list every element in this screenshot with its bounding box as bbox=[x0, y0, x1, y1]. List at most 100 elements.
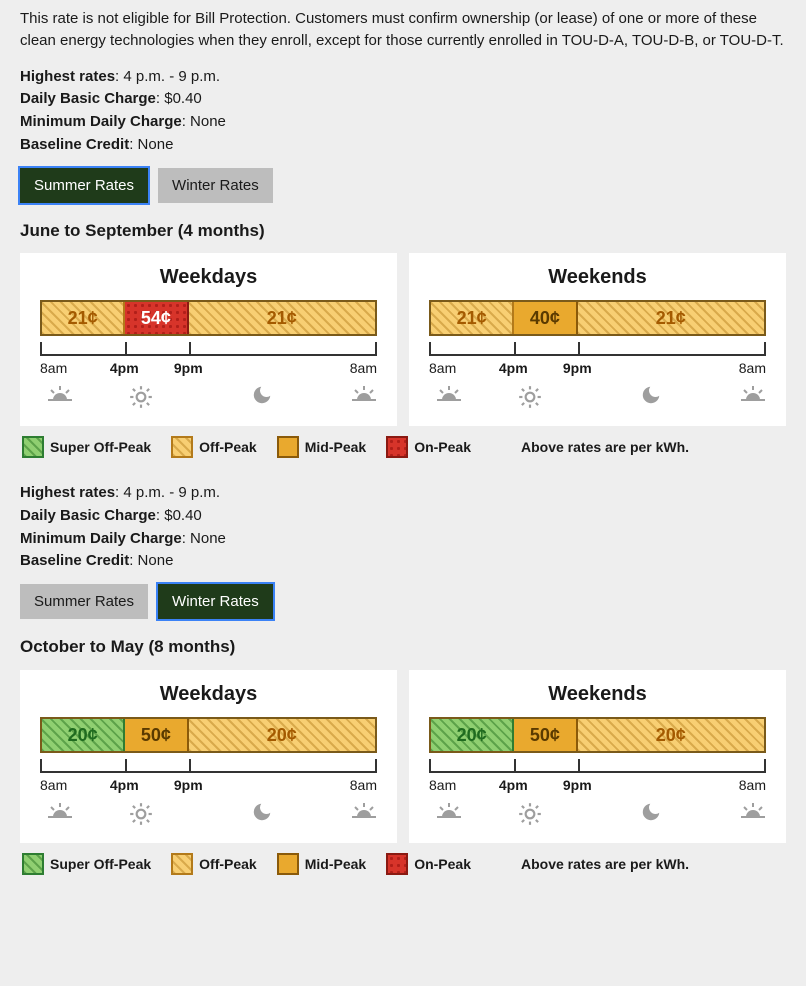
swatch-on-peak bbox=[386, 853, 408, 875]
sun-icon bbox=[128, 801, 154, 827]
legend-on-peak: On-Peak bbox=[386, 436, 471, 458]
panel-weekdays: Weekdays 20¢50¢20¢ 8am 4pm 9pm 8am bbox=[20, 670, 397, 843]
axis-label: 8am bbox=[350, 358, 377, 378]
period-title: June to September (4 months) bbox=[20, 219, 786, 244]
rate-segment-mid: 50¢ bbox=[125, 719, 188, 751]
axis-label: 8am bbox=[429, 775, 456, 795]
time-axis bbox=[429, 342, 766, 356]
sunrise-icon bbox=[350, 384, 378, 406]
daypart-icons bbox=[429, 801, 766, 829]
axis-labels: 8am4pm9pm8am bbox=[40, 358, 377, 380]
sunrise-icon bbox=[435, 384, 463, 406]
sun-icon bbox=[128, 384, 154, 410]
rate-bar: 20¢50¢20¢ bbox=[40, 717, 377, 753]
legend-off-peak: Off-Peak bbox=[171, 436, 257, 458]
rate-segment-off: 20¢ bbox=[189, 719, 375, 751]
period-title: October to May (8 months) bbox=[20, 635, 786, 660]
rate-segment-on: 54¢ bbox=[125, 302, 188, 334]
daypart-icons bbox=[40, 801, 377, 829]
swatch-off-peak bbox=[171, 436, 193, 458]
legend-off-peak: Off-Peak bbox=[171, 853, 257, 875]
swatch-super-off-peak bbox=[22, 436, 44, 458]
sunrise-icon bbox=[350, 801, 378, 823]
rate-panels: Weekdays 20¢50¢20¢ 8am4pm9pm8am Weekends… bbox=[20, 670, 786, 843]
axis-labels: 8am 4pm 9pm 8am bbox=[40, 775, 377, 797]
rate-segment-off: 21¢ bbox=[189, 302, 375, 334]
panel-title: Weekends bbox=[427, 263, 768, 292]
rate-segment-off: 21¢ bbox=[42, 302, 125, 334]
legend-on-peak: On-Peak bbox=[386, 853, 471, 875]
axis-labels: 8am 4pm 9pm 8am bbox=[429, 358, 766, 380]
moon-icon bbox=[640, 384, 662, 406]
swatch-mid-peak bbox=[277, 853, 299, 875]
panel-title: Weekdays bbox=[38, 680, 379, 709]
sunrise-icon bbox=[435, 801, 463, 823]
daypart-icons bbox=[429, 384, 766, 412]
legend: Super Off-Peak Off-Peak Mid-Peak On-Peak… bbox=[22, 436, 784, 458]
rate-segment-mid: 50¢ bbox=[514, 719, 577, 751]
axis-label: 4pm bbox=[499, 358, 528, 378]
season-tabs: Summer Rates Winter Rates bbox=[20, 168, 786, 203]
rate-facts: Highest rates: 4 p.m. - 9 p.m. Daily Bas… bbox=[20, 66, 786, 156]
panel-weekdays: Weekdays 21¢54¢21¢ 8am4pm9pm8am bbox=[20, 253, 397, 426]
axis-label: 9pm bbox=[563, 358, 592, 378]
rate-segment-super: 20¢ bbox=[431, 719, 514, 751]
axis-label: 8am bbox=[40, 775, 67, 795]
axis-label: 8am bbox=[739, 358, 766, 378]
rate-segment-off: 21¢ bbox=[578, 302, 764, 334]
swatch-mid-peak bbox=[277, 436, 299, 458]
sun-icon bbox=[517, 801, 543, 827]
axis-label: 8am bbox=[739, 775, 766, 795]
rate-segment-super: 20¢ bbox=[42, 719, 125, 751]
panel-title: Weekends bbox=[427, 680, 768, 709]
tab-summer-rates[interactable]: Summer Rates bbox=[20, 168, 148, 203]
sunrise-icon bbox=[46, 384, 74, 406]
rate-bar: 21¢40¢21¢ bbox=[429, 300, 766, 336]
season-tabs: Summer Rates Winter Rates bbox=[20, 584, 786, 619]
axis-label: 8am bbox=[350, 775, 377, 795]
rate-segment-off: 21¢ bbox=[431, 302, 514, 334]
legend: Super Off-Peak Off-Peak Mid-Peak On-Peak… bbox=[22, 853, 784, 875]
tab-winter-rates[interactable]: Winter Rates bbox=[158, 168, 273, 203]
rate-facts: Highest rates: 4 p.m. - 9 p.m. Daily Bas… bbox=[20, 482, 786, 572]
rate-segment-mid: 40¢ bbox=[514, 302, 577, 334]
axis-label: 8am bbox=[429, 358, 456, 378]
legend-super-off-peak: Super Off-Peak bbox=[22, 853, 151, 875]
axis-labels: 8am 4pm 9pm 8am bbox=[429, 775, 766, 797]
sunrise-icon bbox=[46, 801, 74, 823]
axis-label: 9pm bbox=[174, 775, 203, 795]
tab-winter-rates[interactable]: Winter Rates bbox=[158, 584, 273, 619]
legend-super-off-peak: Super Off-Peak bbox=[22, 436, 151, 458]
daypart-icons bbox=[40, 384, 377, 412]
rate-segment-off: 20¢ bbox=[578, 719, 764, 751]
legend-note: Above rates are per kWh. bbox=[521, 854, 689, 874]
time-axis bbox=[429, 759, 766, 773]
intro-text: This rate is not eligible for Bill Prote… bbox=[20, 8, 786, 52]
sunrise-icon bbox=[739, 384, 767, 406]
panel-weekends: Weekends 20¢50¢20¢ 8am 4pm 9pm 8am bbox=[409, 670, 786, 843]
rate-bar: 21¢54¢21¢ bbox=[40, 300, 377, 336]
rate-panels: Weekdays 21¢54¢21¢ 8am4pm9pm8am Weekends… bbox=[20, 253, 786, 426]
swatch-on-peak bbox=[386, 436, 408, 458]
time-axis bbox=[40, 759, 377, 773]
legend-note: Above rates are per kWh. bbox=[521, 437, 689, 457]
moon-icon bbox=[640, 801, 662, 823]
axis-label: 4pm bbox=[110, 358, 139, 378]
axis-label: 9pm bbox=[563, 775, 592, 795]
rate-bar: 20¢50¢20¢ bbox=[429, 717, 766, 753]
swatch-off-peak bbox=[171, 853, 193, 875]
sunrise-icon bbox=[739, 801, 767, 823]
swatch-super-off-peak bbox=[22, 853, 44, 875]
sun-icon bbox=[517, 384, 543, 410]
legend-mid-peak: Mid-Peak bbox=[277, 436, 366, 458]
panel-title: Weekdays bbox=[38, 263, 379, 292]
panel-weekends: Weekends 21¢40¢21¢ 8am 4pm 9pm 8am bbox=[409, 253, 786, 426]
tab-summer-rates[interactable]: Summer Rates bbox=[20, 584, 148, 619]
axis-label: 4pm bbox=[499, 775, 528, 795]
axis-label: 4pm bbox=[110, 775, 139, 795]
axis-label: 9pm bbox=[174, 358, 203, 378]
moon-icon bbox=[251, 801, 273, 823]
time-axis bbox=[40, 342, 377, 356]
moon-icon bbox=[251, 384, 273, 406]
legend-mid-peak: Mid-Peak bbox=[277, 853, 366, 875]
